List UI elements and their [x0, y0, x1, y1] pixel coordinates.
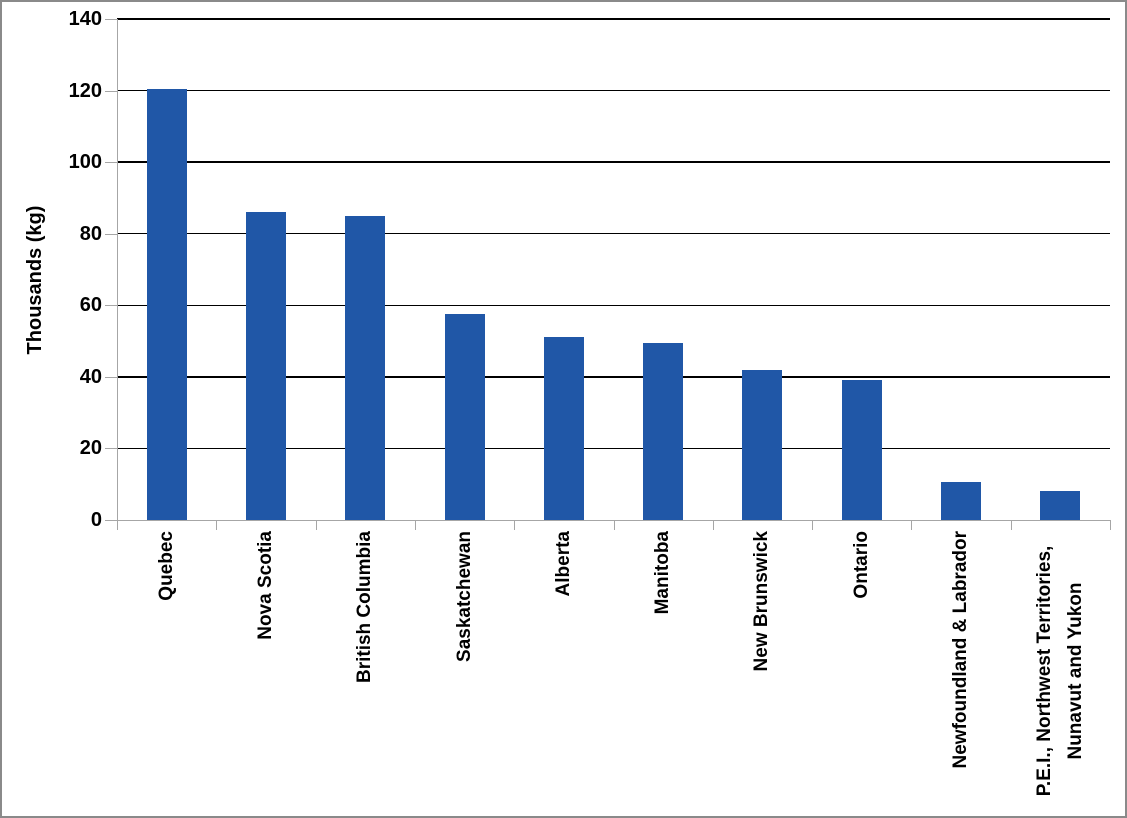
bar-british-columbia: [345, 215, 386, 520]
y-tick-label-40: 40: [79, 365, 102, 388]
gridline-80: [117, 233, 1110, 235]
bar-new-brunswick: [742, 369, 783, 520]
x-label-quebec: Quebec: [155, 531, 177, 601]
y-tick-mark-140: [105, 19, 117, 20]
y-tick-label-0: 0: [90, 509, 102, 531]
gridline-60: [117, 304, 1110, 306]
x-label-cell-saskatchewan: Saskatchewan: [415, 531, 514, 816]
x-label-cell-new-brunswick: New Brunswick: [713, 531, 812, 816]
x-label-new-brunswick: New Brunswick: [751, 531, 773, 672]
x-label-cell-nova-scotia: Nova Scotia: [216, 531, 315, 816]
y-axis-line: [117, 19, 118, 520]
y-tick-label-120: 120: [68, 79, 102, 102]
x-label-cell-p-e-i-northwest-territories-nunavut-and-yukon: P.E.I., Northwest Territories, Nunavut a…: [1011, 531, 1110, 816]
bar-alberta: [543, 337, 584, 520]
gridline-100: [117, 161, 1110, 163]
y-tick-mark-40: [105, 376, 117, 378]
x-label-manitoba: Manitoba: [652, 531, 674, 615]
bar-nova-scotia: [245, 212, 286, 520]
x-label-cell-quebec: Quebec: [117, 531, 216, 816]
x-label-nova-scotia: Nova Scotia: [254, 531, 276, 640]
x-tick-mark-0: [117, 520, 118, 530]
x-label-cell-alberta: Alberta: [514, 531, 613, 816]
y-tick-mark-20: [105, 448, 117, 450]
x-tick-mark-9: [1010, 520, 1012, 530]
x-tick-mark-2: [315, 520, 317, 530]
y-tick-label-100: 100: [68, 151, 102, 174]
y-tick-mark-120: [105, 90, 117, 92]
y-tick-mark-100: [105, 162, 117, 164]
y-tick-mark-60: [105, 305, 117, 307]
y-tick-mark-0: [105, 520, 117, 521]
bar-newfoundland-labrador: [941, 481, 982, 520]
gridline-40: [117, 376, 1110, 378]
x-label-cell-manitoba: Manitoba: [614, 531, 713, 816]
bar-saskatchewan: [444, 314, 485, 520]
x-tick-mark-3: [414, 520, 416, 530]
x-label-alberta: Alberta: [552, 531, 574, 597]
x-label-newfoundland-labrador: Newfoundland & Labrador: [950, 531, 972, 769]
x-label-p-e-i-northwest-territories-nunavut-and-yukon: P.E.I., Northwest Territories, Nunavut a…: [1034, 545, 1087, 797]
x-tick-mark-6: [712, 520, 714, 530]
bar-quebec: [146, 88, 187, 520]
x-tick-mark-1: [216, 520, 218, 530]
x-tick-mark-4: [514, 520, 516, 530]
x-label-british-columbia: British Columbia: [354, 531, 376, 684]
gridline-120: [117, 89, 1110, 92]
x-tick-mark-10: [1110, 520, 1111, 530]
bar-ontario: [841, 380, 882, 520]
x-label-cell-british-columbia: British Columbia: [316, 531, 415, 816]
x-label-cell-newfoundland-labrador: Newfoundland & Labrador: [911, 531, 1010, 816]
x-label-ontario: Ontario: [850, 531, 872, 599]
x-label-saskatchewan: Saskatchewan: [453, 531, 475, 662]
y-tick-mark-80: [105, 233, 117, 235]
bar-manitoba: [643, 342, 684, 520]
gridline-140: [117, 18, 1110, 20]
x-label-cell-ontario: Ontario: [812, 531, 911, 816]
bar-p-e-i-northwest-territories-nunavut-and-yukon: [1040, 491, 1081, 520]
x-tick-mark-8: [911, 520, 913, 530]
y-tick-label-60: 60: [79, 294, 102, 317]
x-tick-mark-5: [613, 520, 615, 530]
y-tick-label-80: 80: [79, 222, 102, 245]
gridline-20: [117, 447, 1110, 450]
x-tick-mark-7: [812, 520, 814, 530]
y-tick-label-140: 140: [68, 8, 102, 30]
y-tick-label-20: 20: [79, 437, 102, 460]
